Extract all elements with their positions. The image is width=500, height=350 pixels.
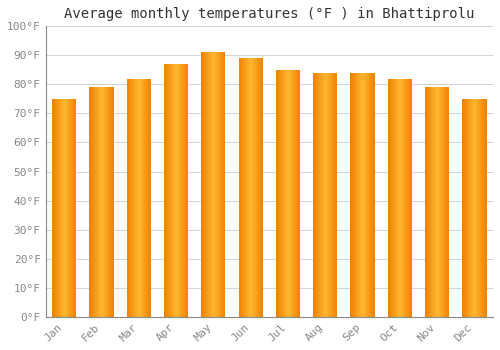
Title: Average monthly temperatures (°F ) in Bhattiprolu: Average monthly temperatures (°F ) in Bh… [64, 7, 474, 21]
